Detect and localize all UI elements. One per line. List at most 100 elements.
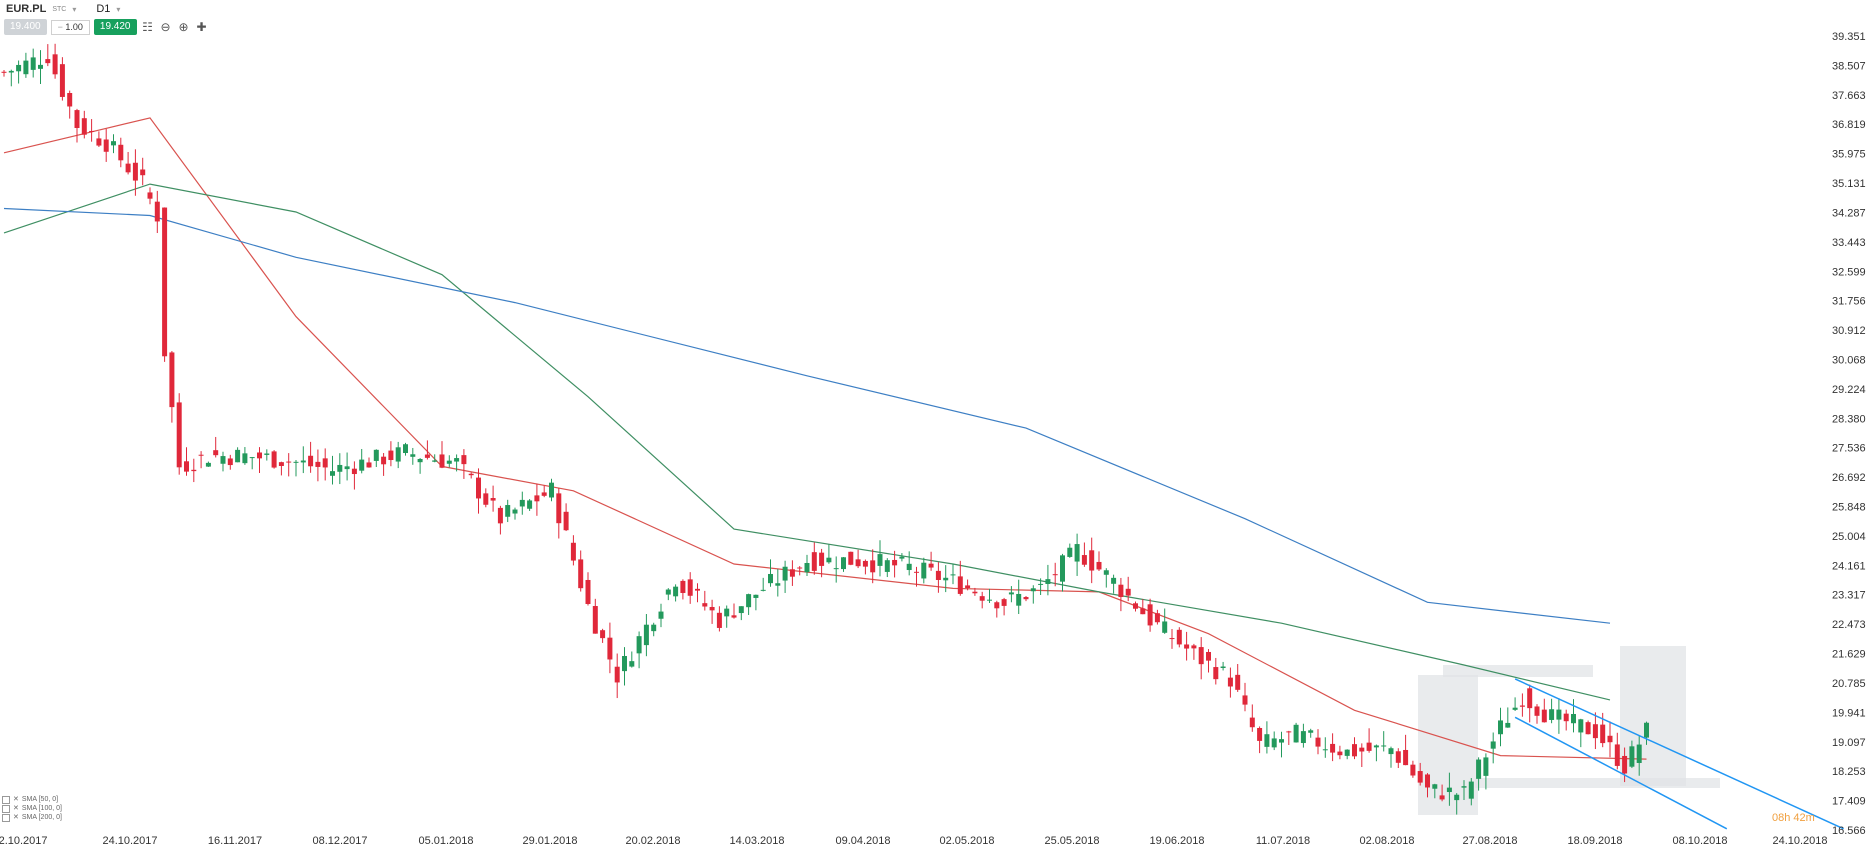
candle-body — [1585, 722, 1591, 735]
candle-body — [877, 554, 883, 566]
candle — [213, 436, 219, 458]
candle — [1578, 718, 1584, 748]
candle — [592, 598, 598, 634]
candle-body — [264, 453, 270, 455]
candle-body — [1118, 584, 1124, 598]
candle-body — [1293, 724, 1299, 743]
candle-body — [1527, 688, 1533, 709]
buy-price-button[interactable]: 19.420 — [93, 19, 137, 35]
candle — [366, 457, 372, 468]
crosshair-icon[interactable]: ✚ — [196, 20, 207, 34]
trend-channel[interactable] — [1514, 678, 1844, 830]
candle-body — [1198, 647, 1204, 665]
chart-type-icon[interactable]: ☷ — [142, 20, 153, 34]
candle — [184, 447, 189, 476]
candle-body — [556, 493, 562, 524]
candle — [1512, 697, 1518, 712]
candle-body — [205, 462, 211, 467]
x-tick-label: 19.06.2018 — [1149, 835, 1204, 847]
candle — [417, 458, 423, 474]
candle — [103, 128, 109, 162]
symbol-label[interactable]: EUR.PL — [6, 3, 47, 15]
candle — [205, 461, 211, 467]
candle-body — [125, 163, 131, 173]
candle — [600, 628, 606, 643]
legend-item-sma-200[interactable]: ✕ SMA [200, 0] — [2, 813, 62, 822]
candle-body — [220, 456, 226, 464]
candle-body — [1549, 709, 1555, 720]
candle — [1439, 784, 1445, 802]
candle — [1264, 721, 1270, 754]
candle — [132, 149, 138, 196]
zoom-out-icon[interactable]: ⊖ — [160, 20, 171, 34]
candle-body — [1366, 742, 1372, 751]
candle-body — [1410, 764, 1416, 776]
close-icon[interactable]: ✕ — [13, 796, 19, 803]
candle-body — [1629, 746, 1635, 767]
volume-input[interactable]: − 1.00 — [50, 19, 90, 35]
candle — [833, 556, 839, 583]
candle-body — [1045, 579, 1051, 584]
candle-body — [1133, 603, 1138, 609]
time-axis[interactable]: 02.10.2017 24.10.2017 16.11.2017 08.12.2017… — [0, 835, 1828, 847]
candle-body — [1206, 651, 1211, 661]
interval-label[interactable]: D1 — [96, 3, 111, 15]
legend-item-sma-100[interactable]: ✕ SMA [100, 0] — [2, 804, 62, 813]
candle-body — [680, 580, 686, 593]
candle-body — [716, 612, 722, 628]
candle — [74, 108, 80, 143]
y-tick-label: 19.941 — [1832, 707, 1866, 719]
candle-body — [702, 603, 708, 607]
candle — [1461, 780, 1467, 800]
candle — [921, 557, 927, 584]
candle-body — [198, 454, 204, 456]
candle-body — [235, 449, 241, 463]
candle — [1162, 608, 1168, 634]
x-tick-label: 09.04.2018 — [835, 835, 890, 847]
candle-body — [1468, 781, 1474, 799]
candle — [468, 472, 474, 479]
zoom-in-icon[interactable]: ⊕ — [178, 20, 189, 34]
candle — [1016, 579, 1022, 615]
candle — [81, 110, 87, 139]
sell-price-button[interactable]: 19.400 — [4, 19, 47, 35]
price-axis[interactable]: 39.351 38.507 37.663 36.819 35.975 35.131 34.2… — [1772, 31, 1866, 837]
candle — [1220, 661, 1226, 671]
candle-body — [271, 451, 277, 468]
candle-body — [1476, 759, 1482, 779]
selection-box — [1443, 665, 1593, 677]
candle — [1388, 746, 1394, 768]
candle — [1111, 574, 1117, 594]
settings-icon[interactable] — [2, 795, 10, 804]
candle — [1206, 649, 1211, 673]
candle — [257, 447, 262, 473]
legend-item-sma-50[interactable]: ✕ SMA [50, 0] — [2, 795, 62, 804]
candle-body — [1023, 597, 1029, 600]
candle — [892, 550, 898, 578]
interval-chevron-down-icon[interactable]: ▾ — [116, 4, 121, 14]
candle-body — [1264, 734, 1270, 747]
candle-body — [1257, 727, 1263, 741]
close-icon[interactable]: ✕ — [13, 814, 19, 821]
candle-body — [257, 452, 262, 459]
x-tick-label: 29.01.2018 — [522, 835, 577, 847]
candle — [293, 459, 299, 477]
candle-body — [147, 192, 153, 199]
candle-body — [1213, 667, 1219, 680]
y-tick-label: 27.536 — [1832, 443, 1866, 455]
candle-body — [1125, 588, 1131, 596]
volume-minus-icon[interactable]: − — [57, 21, 63, 32]
symbol-chevron-down-icon[interactable]: ▾ — [72, 4, 77, 14]
candle — [264, 449, 270, 461]
candle — [549, 478, 554, 502]
candle — [1592, 712, 1598, 750]
candle — [1330, 733, 1336, 762]
toolbar: EUR.PL STC ▾ D1 ▾ 19.400 − 1.00 19.420 ☷… — [0, 0, 1867, 38]
settings-icon[interactable] — [2, 804, 10, 813]
close-icon[interactable]: ✕ — [13, 805, 19, 812]
candle — [512, 507, 518, 520]
settings-icon[interactable] — [2, 813, 10, 822]
candle — [804, 554, 810, 577]
candle-body — [45, 59, 51, 64]
